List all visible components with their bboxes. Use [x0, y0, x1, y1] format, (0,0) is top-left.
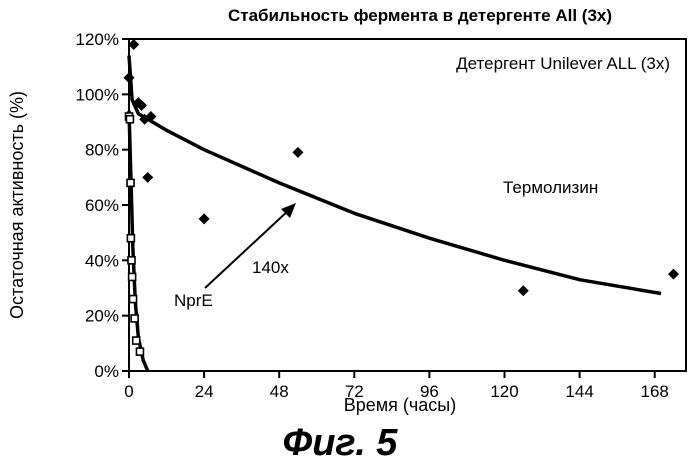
y-axis-label: Остаточная активность (%)	[7, 91, 27, 319]
y-tick-label: 60%	[85, 196, 119, 215]
plot-frame	[129, 39, 686, 371]
x-tick-label: 48	[270, 382, 289, 401]
npre-point	[133, 337, 140, 344]
npre-point	[128, 257, 135, 264]
npre-point	[129, 273, 136, 280]
y-tick-label: 80%	[85, 141, 119, 160]
detergent-annotation: Детергент Unilever ALL (3x)	[456, 54, 670, 73]
y-tick-label: 40%	[85, 251, 119, 270]
x-tick-label: 168	[641, 382, 669, 401]
thermolysin-point	[142, 172, 153, 183]
figure-caption: Фиг. 5	[283, 422, 399, 464]
y-tick-label: 100%	[76, 85, 119, 104]
npre-point	[130, 296, 137, 303]
thermolysin-point	[518, 285, 529, 296]
x-tick-label: 120	[490, 382, 518, 401]
y-tick-label: 20%	[85, 307, 119, 326]
x-tick-label: 144	[565, 382, 593, 401]
npre-point	[126, 116, 133, 123]
x-axis-label: Время (часы)	[344, 395, 456, 415]
thermolysin-fit-line	[129, 56, 661, 294]
thermolysin-point	[668, 269, 679, 280]
npre-point	[136, 348, 143, 355]
y-axis: 0% 20% 40% 60% 80% 100% 120%	[76, 30, 129, 381]
fit-lines	[129, 56, 661, 371]
npre-point	[127, 235, 134, 242]
thermolysin-label: Термолизин	[503, 178, 598, 197]
x-tick-label: 24	[195, 382, 214, 401]
thermolysin-point	[124, 72, 135, 83]
fold-annotation: 140x	[252, 258, 289, 277]
y-tick-label: 0%	[94, 362, 119, 381]
thermolysin-point	[292, 147, 303, 158]
x-tick-label: 0	[124, 382, 133, 401]
npre-label: NprE	[174, 291, 213, 310]
chart-title: Стабильность фермента в детергенте All (…	[228, 6, 612, 25]
y-tick-label: 120%	[76, 30, 119, 49]
npre-point	[131, 315, 138, 322]
npre-point	[127, 179, 134, 186]
thermolysin-point	[199, 213, 210, 224]
